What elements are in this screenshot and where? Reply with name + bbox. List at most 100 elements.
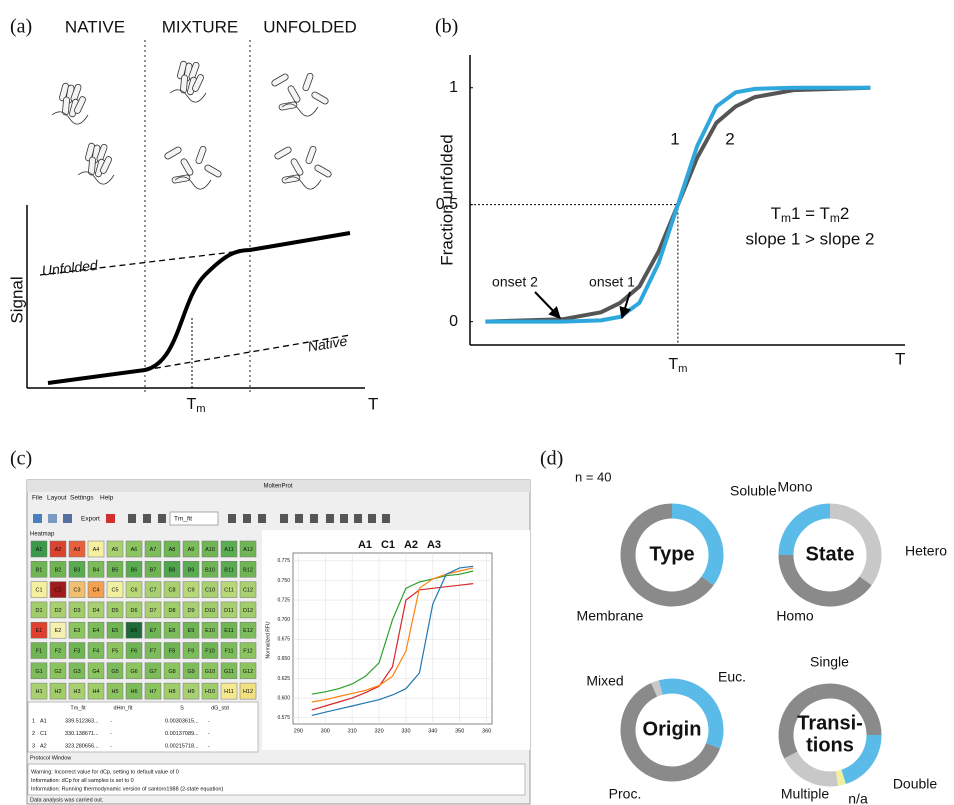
well-label: A6 bbox=[131, 547, 138, 553]
equation: slope 1 > slope 2 bbox=[745, 229, 874, 248]
toolbar-button: Export bbox=[81, 516, 100, 523]
well-label: G6 bbox=[130, 669, 137, 675]
curve-label: 1 bbox=[670, 129, 679, 148]
donut-center-label: Type bbox=[649, 543, 694, 565]
well-label: C3 bbox=[73, 588, 80, 594]
x-axis-label: T bbox=[368, 394, 378, 413]
well-label: F12 bbox=[243, 648, 252, 654]
helix bbox=[287, 85, 301, 104]
well-label: G2 bbox=[54, 669, 61, 675]
helix bbox=[180, 158, 194, 177]
toolbar-icon bbox=[48, 514, 57, 523]
helix bbox=[305, 146, 317, 165]
well-label: G1 bbox=[35, 669, 42, 675]
well-label: F9 bbox=[188, 648, 194, 654]
y-tick-label: 1 bbox=[449, 79, 458, 96]
helix bbox=[282, 174, 301, 183]
equation-part: T bbox=[771, 204, 781, 223]
table-cell: - bbox=[208, 743, 210, 749]
x-tick-label: 360 bbox=[482, 728, 491, 734]
donut-center-label: State bbox=[806, 543, 855, 565]
helix bbox=[164, 146, 183, 160]
toolbar-icon bbox=[106, 514, 115, 523]
toolbar-icon bbox=[295, 514, 303, 523]
well-label: E1 bbox=[36, 628, 43, 634]
toolbar-icon bbox=[340, 514, 348, 523]
toolbar-icon bbox=[280, 514, 288, 523]
well-label: G11 bbox=[224, 669, 234, 675]
x-tick-label: 350 bbox=[455, 728, 464, 734]
well-label: A12 bbox=[243, 547, 253, 553]
segment-label: Mono bbox=[777, 479, 812, 495]
donut-segment bbox=[791, 755, 837, 779]
well-label: H1 bbox=[35, 689, 42, 695]
helix bbox=[204, 164, 223, 178]
well-label: B9 bbox=[188, 567, 195, 573]
well-label: A1 bbox=[36, 547, 43, 553]
table-cell: - bbox=[110, 743, 112, 749]
table-cell: 339.512363... bbox=[65, 718, 99, 724]
protein bbox=[271, 73, 330, 117]
well-label: E7 bbox=[150, 628, 157, 634]
panel-label: (d) bbox=[540, 448, 563, 470]
log-message: Warning: Incorrect value for dCp, settin… bbox=[31, 769, 179, 775]
well-label: D5 bbox=[111, 608, 118, 614]
y-tick-label: 0 bbox=[449, 313, 458, 330]
table-cell: 0.00303615... bbox=[165, 718, 199, 724]
well-label: B8 bbox=[169, 567, 176, 573]
legend-entry: A2 bbox=[404, 539, 418, 551]
well-label: E9 bbox=[188, 628, 195, 634]
well-label: C6 bbox=[130, 588, 137, 594]
table-cell: 330.138671... bbox=[65, 731, 99, 737]
segment-label: Proc. bbox=[609, 786, 642, 802]
subscript: m bbox=[830, 211, 840, 225]
well-label: F5 bbox=[112, 648, 118, 654]
well-label: E5 bbox=[112, 628, 119, 634]
segment-label: Soluble bbox=[730, 483, 777, 499]
well-label: B1 bbox=[36, 567, 43, 573]
y-axis-label: Normalized RFU bbox=[265, 621, 271, 658]
legend-entry: A1 bbox=[358, 539, 372, 551]
donut-center-label: tions bbox=[806, 734, 854, 756]
well-label: B12 bbox=[243, 567, 253, 573]
helix bbox=[274, 146, 293, 160]
annotation: Native bbox=[307, 333, 349, 355]
well-label: H2 bbox=[54, 689, 61, 695]
toolbar-icon bbox=[158, 514, 166, 523]
symbol: T bbox=[668, 356, 678, 373]
well-label: D10 bbox=[205, 608, 215, 614]
toolbar-icon bbox=[258, 514, 266, 523]
table-header: dG_std bbox=[211, 705, 229, 711]
well-label: C4 bbox=[92, 588, 99, 594]
y-tick-label: 0.700 bbox=[277, 617, 290, 623]
subscript: m bbox=[678, 363, 687, 375]
well-label: D1 bbox=[35, 608, 42, 614]
table-cell: - bbox=[208, 718, 210, 724]
window-title: MoltenProt bbox=[263, 484, 292, 490]
well-label: A8 bbox=[169, 547, 176, 553]
phase-label: NATIVE bbox=[65, 17, 125, 36]
well-label: B2 bbox=[55, 567, 62, 573]
annotation: Unfolded bbox=[41, 257, 100, 279]
well-label: A2 bbox=[55, 547, 62, 553]
well-label: A5 bbox=[112, 547, 119, 553]
well-label: A11 bbox=[224, 547, 233, 553]
donut-center-label: Origin bbox=[643, 718, 702, 740]
well-label: F4 bbox=[93, 648, 99, 654]
table-header: dHm_fit bbox=[114, 705, 133, 711]
well-label: B5 bbox=[112, 567, 119, 573]
well-label: D2 bbox=[54, 608, 61, 614]
segment-label: n/a bbox=[848, 791, 868, 805]
well-label: H5 bbox=[111, 689, 118, 695]
well-label: D8 bbox=[168, 608, 175, 614]
x-tick-label: 320 bbox=[374, 728, 383, 734]
toolbar-icon bbox=[326, 514, 334, 523]
well-label: D6 bbox=[130, 608, 137, 614]
well-label: E2 bbox=[55, 628, 62, 634]
well-label: H6 bbox=[130, 689, 137, 695]
well-label: A10 bbox=[205, 547, 215, 553]
well-label: H9 bbox=[187, 689, 194, 695]
y-tick-label: 0.750 bbox=[277, 578, 290, 584]
well-label: F8 bbox=[169, 648, 175, 654]
well-label: D4 bbox=[92, 608, 99, 614]
